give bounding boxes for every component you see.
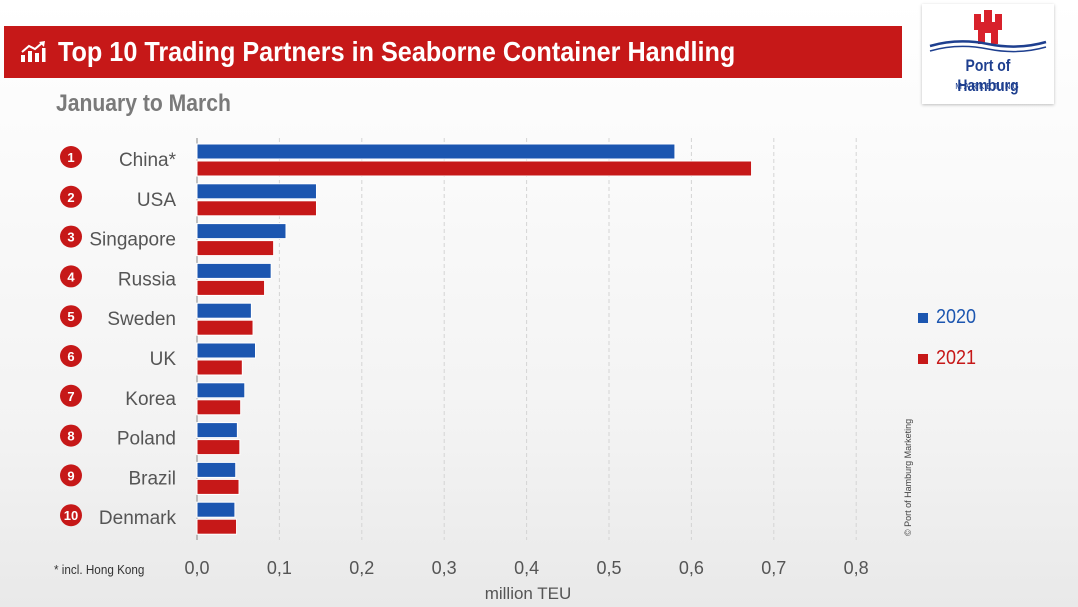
rank-number: 3	[67, 230, 74, 245]
category-label: Brazil	[128, 468, 176, 489]
rank-badge	[60, 464, 82, 487]
legend-item-2021: 2021	[918, 347, 981, 370]
rank-badge	[60, 265, 82, 288]
bar-2020	[196, 342, 257, 359]
legend-item-2020: 2020	[918, 306, 981, 329]
rank-badge	[60, 345, 82, 367]
x-axis-label: million TEU	[485, 584, 572, 603]
logo-subtitle: MARKETING	[955, 82, 1021, 91]
bar-2020	[196, 183, 317, 200]
category-label: Korea	[125, 389, 176, 410]
rank-number: 2	[67, 190, 74, 205]
bar-2020	[196, 143, 676, 160]
title-bar: Top 10 Trading Partners in Seaborne Cont…	[4, 26, 902, 78]
chart-title: Top 10 Trading Partners in Seaborne Cont…	[58, 36, 736, 67]
bar-2021	[196, 399, 242, 416]
bar-2021	[196, 518, 238, 535]
rank-badge	[60, 424, 82, 447]
x-tick-label: 0,4	[514, 558, 539, 578]
copyright: © Port of Hamburg Marketing	[903, 418, 913, 536]
bar-2021	[196, 359, 243, 376]
bar-2020	[196, 422, 238, 439]
legend-swatch-2021	[918, 353, 928, 364]
x-tick-label: 0,7	[761, 558, 786, 578]
rank-number: 4	[67, 269, 75, 284]
rank-badge	[60, 225, 82, 248]
legend-swatch-2020	[918, 312, 928, 323]
category-label: Sweden	[107, 309, 176, 330]
bar-2020	[196, 302, 252, 319]
bar-2021	[196, 439, 241, 456]
rank-badge	[60, 146, 82, 168]
x-tick-label: 0,3	[432, 558, 457, 578]
rank-number: 6	[67, 349, 74, 364]
bar-2021	[196, 279, 266, 296]
x-tick-label: 0,5	[596, 558, 621, 578]
rank-number: 9	[67, 468, 74, 483]
x-tick-label: 0,1	[267, 558, 292, 578]
growth-chart-icon	[21, 41, 46, 62]
bar-2021	[196, 240, 275, 257]
logo-name: Port of Hamburg	[957, 56, 1019, 95]
bar-2021	[196, 319, 254, 336]
category-label: USA	[137, 190, 176, 211]
legend-label-2021: 2021	[936, 347, 977, 369]
hamburg-castle-icon	[929, 10, 1047, 53]
x-tick-label: 0,6	[679, 558, 704, 578]
x-tick-label: 0,8	[844, 558, 869, 578]
bar-2020	[196, 501, 236, 518]
bar-2020	[196, 382, 246, 399]
rank-badge	[60, 305, 82, 328]
category-label: Singapore	[89, 230, 176, 251]
x-tick-label: 0,2	[349, 558, 374, 578]
port-logo: Port of Hamburg MARKETING	[922, 4, 1054, 104]
rank-badge	[60, 384, 82, 407]
category-label: UK	[150, 349, 177, 370]
category-label: Russia	[118, 269, 177, 290]
rank-number: 1	[67, 150, 74, 165]
bar-2020	[196, 262, 272, 279]
footnote: * incl. Hong Kong	[54, 562, 145, 577]
rank-badge	[60, 185, 82, 208]
category-label: Poland	[117, 429, 176, 450]
chart-subtitle: January to March	[56, 90, 231, 117]
rank-number: 8	[67, 429, 74, 444]
rank-number: 7	[67, 389, 74, 404]
bar-2021	[196, 478, 240, 495]
rank-badge	[60, 504, 82, 527]
rank-number: 10	[64, 508, 78, 523]
category-label: Denmark	[99, 508, 177, 529]
rank-number: 5	[67, 309, 74, 324]
bar-2020	[196, 223, 287, 240]
legend-label-2020: 2020	[936, 306, 977, 328]
bar-2021	[196, 160, 753, 177]
bar-2021	[196, 200, 317, 217]
x-tick-label: 0,0	[184, 558, 209, 578]
category-label: China*	[119, 150, 177, 171]
bar-2020	[196, 461, 237, 478]
